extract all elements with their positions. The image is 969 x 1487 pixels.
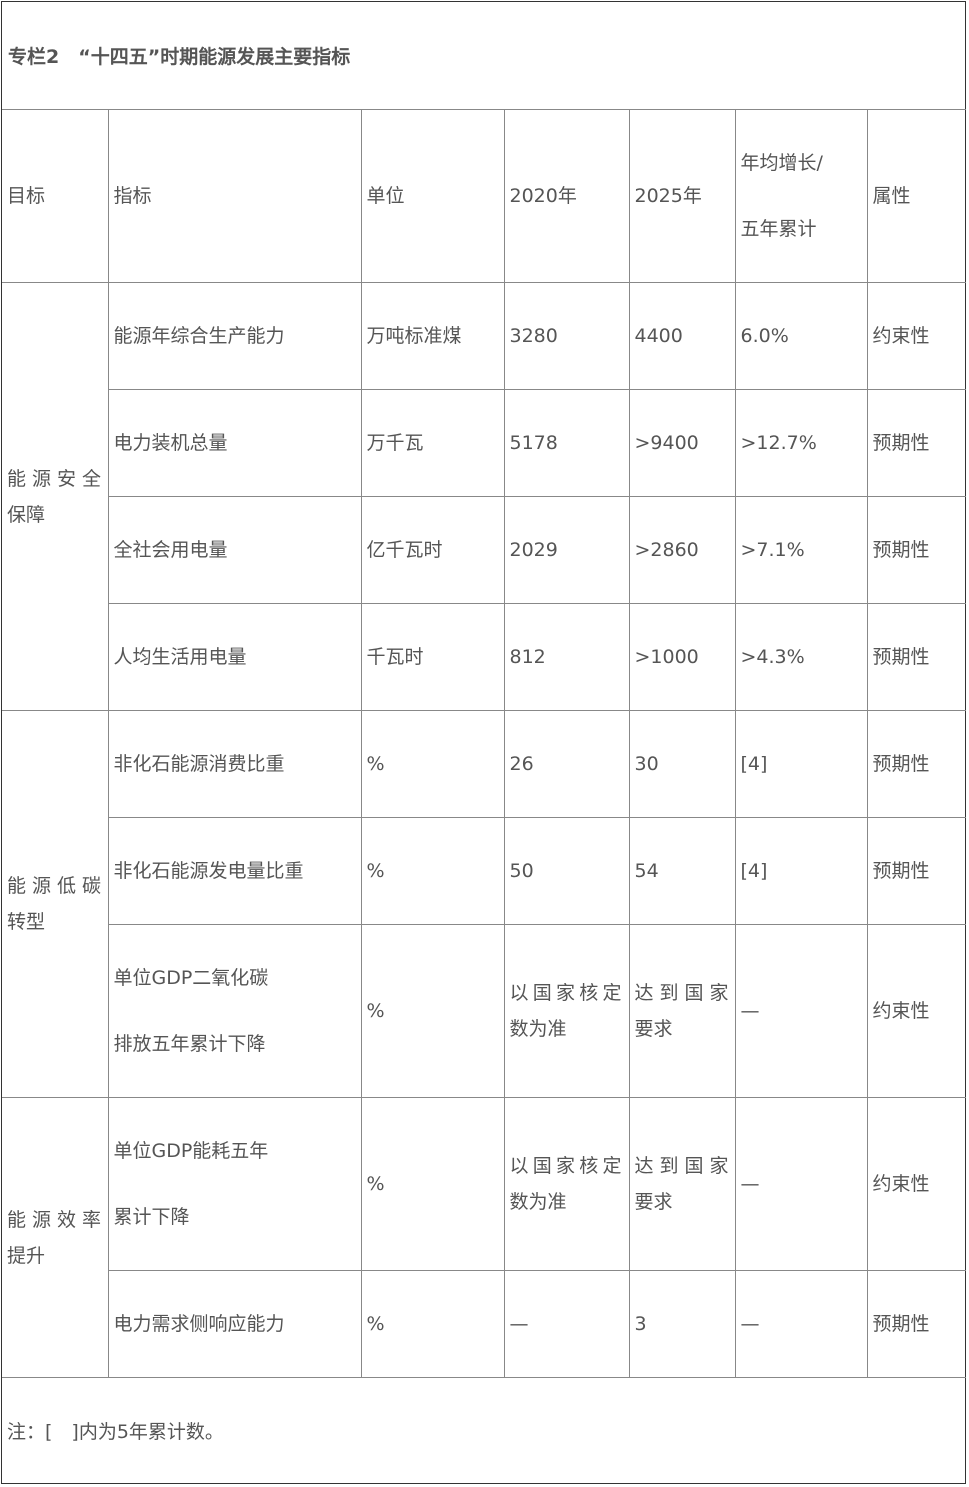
unit-cell: % [360, 1270, 505, 1378]
header-growth-line1: 年均增长/ [740, 152, 823, 174]
value-2020-text: 以国家核定数为准 [509, 1155, 622, 1213]
growth-cell: [4] [734, 710, 868, 818]
growth-cell: — [734, 1097, 868, 1271]
value-2020-cell: 以国家核定数为准 [503, 1097, 630, 1271]
indicator-line1: 单位GDP能耗五年 [113, 1140, 269, 1162]
unit-cell: % [360, 924, 505, 1098]
attr-cell: 约束性 [866, 282, 966, 390]
value-2025-cell: 达到国家要求 [628, 1097, 736, 1271]
attr-cell: 预期性 [866, 389, 966, 497]
header-2025: 2025年 [628, 109, 736, 283]
value-2025-cell: >1000 [628, 603, 736, 711]
growth-cell: [4] [734, 817, 868, 925]
value-2020-cell: 3280 [503, 282, 630, 390]
value-2025-cell: 3 [628, 1270, 736, 1378]
table-row: 人均生活用电量 千瓦时 812 >1000 >4.3% 预期性 [2, 603, 966, 711]
indicator-line1: 单位GDP二氧化碳 [113, 967, 269, 989]
header-row: 目标 指标 单位 2020年 2025年 年均增长/五年累计 属性 [2, 109, 966, 283]
table-row: 电力需求侧响应能力 % — 3 — 预期性 [2, 1270, 966, 1378]
indicator-cell: 能源年综合生产能力 [107, 282, 362, 390]
indicator-line2: 累计下降 [113, 1206, 190, 1228]
table-row: 能源安全保障 能源年综合生产能力 万吨标准煤 3280 4400 6.0% 约束… [2, 282, 966, 711]
indicator-cell: 单位GDP能耗五年 累计下降 [107, 1097, 362, 1271]
growth-cell: — [734, 1270, 868, 1378]
group-cell: 能源效率提升 [2, 1097, 109, 1378]
attr-cell: 预期性 [866, 603, 966, 711]
value-2020-cell: 2029 [503, 496, 630, 604]
value-2020-cell: — [503, 1270, 630, 1378]
attr-cell: 约束性 [866, 1097, 966, 1271]
value-2025-cell: 4400 [628, 282, 736, 390]
growth-cell: >12.7% [734, 389, 868, 497]
value-2020-cell: 50 [503, 817, 630, 925]
value-2020-text: 以国家核定数为准 [509, 982, 622, 1040]
attr-cell: 约束性 [866, 924, 966, 1098]
value-2020-cell: 5178 [503, 389, 630, 497]
table-row: 单位GDP二氧化碳 排放五年累计下降 % 以国家核定数为准 达到国家要求 — 约束… [2, 924, 966, 1098]
table-row: 能源效率提升 单位GDP能耗五年 累计下降 % 以国家核定数为准 达到国家要求 —… [2, 1097, 966, 1378]
unit-cell: 亿千瓦时 [360, 496, 505, 604]
indicator-cell: 全社会用电量 [107, 496, 362, 604]
table-row: 能源低碳转型 非化石能源消费比重 % 26 30 [4] 预期性 [2, 710, 966, 1098]
table-row: 非化石能源发电量比重 % 50 54 [4] 预期性 [2, 817, 966, 925]
unit-cell: % [360, 817, 505, 925]
value-2025-text: 达到国家要求 [634, 982, 729, 1040]
header-attr: 属性 [866, 109, 966, 283]
indicator-cell: 电力需求侧响应能力 [107, 1270, 362, 1378]
value-2025-cell: 30 [628, 710, 736, 818]
growth-cell: 6.0% [734, 282, 868, 390]
table-row: 电力装机总量 万千瓦 5178 >9400 >12.7% 预期性 [2, 389, 966, 497]
value-2020-cell: 26 [503, 710, 630, 818]
note-row: 注：[ ]内为5年累计数。 [2, 1377, 966, 1486]
indicator-cell: 单位GDP二氧化碳 排放五年累计下降 [107, 924, 362, 1098]
header-unit: 单位 [360, 109, 505, 283]
value-2025-cell: 达到国家要求 [628, 924, 736, 1098]
header-indicator: 指标 [107, 109, 362, 283]
table-row: 全社会用电量 亿千瓦时 2029 >2860 >7.1% 预期性 [2, 496, 966, 604]
attr-cell: 预期性 [866, 1270, 966, 1378]
growth-cell: >4.3% [734, 603, 868, 711]
value-2025-cell: >2860 [628, 496, 736, 604]
header-growth-line2: 五年累计 [740, 218, 817, 240]
indicator-cell: 非化石能源发电量比重 [107, 817, 362, 925]
value-2020-cell: 812 [503, 603, 630, 711]
table-title: 专栏2 “十四五”时期能源发展主要指标 [8, 46, 351, 68]
attr-cell: 预期性 [866, 817, 966, 925]
group-name: 能源效率提升 [7, 1208, 101, 1267]
value-2020-cell: 以国家核定数为准 [503, 924, 630, 1098]
unit-cell: % [360, 710, 505, 818]
unit-cell: 千瓦时 [360, 603, 505, 711]
header-growth: 年均增长/五年累计 [734, 109, 868, 283]
header-goal: 目标 [2, 109, 109, 283]
growth-cell: — [734, 924, 868, 1098]
indicator-cell: 非化石能源消费比重 [107, 710, 362, 818]
header-2020: 2020年 [503, 109, 630, 283]
attr-cell: 预期性 [866, 496, 966, 604]
energy-indicators-table: 目标 指标 单位 2020年 2025年 年均增长/五年累计 属性 能源安全保障… [2, 109, 966, 1486]
group-cell: 能源安全保障 [2, 282, 109, 711]
indicator-cell: 电力装机总量 [107, 389, 362, 497]
value-2025-cell: 54 [628, 817, 736, 925]
value-2025-cell: >9400 [628, 389, 736, 497]
attr-cell: 预期性 [866, 710, 966, 818]
unit-cell: % [360, 1097, 505, 1271]
unit-cell: 万吨标准煤 [360, 282, 505, 390]
indicator-cell: 人均生活用电量 [107, 603, 362, 711]
indicator-line2: 排放五年累计下降 [113, 1033, 266, 1055]
unit-cell: 万千瓦 [360, 389, 505, 497]
value-2025-text: 达到国家要求 [634, 1155, 729, 1213]
group-name: 能源安全保障 [7, 467, 101, 526]
note-text: 注：[ ]内为5年累计数。 [2, 1377, 966, 1486]
group-name: 能源低碳转型 [7, 875, 101, 933]
growth-cell: >7.1% [734, 496, 868, 604]
group-cell: 能源低碳转型 [2, 710, 109, 1098]
